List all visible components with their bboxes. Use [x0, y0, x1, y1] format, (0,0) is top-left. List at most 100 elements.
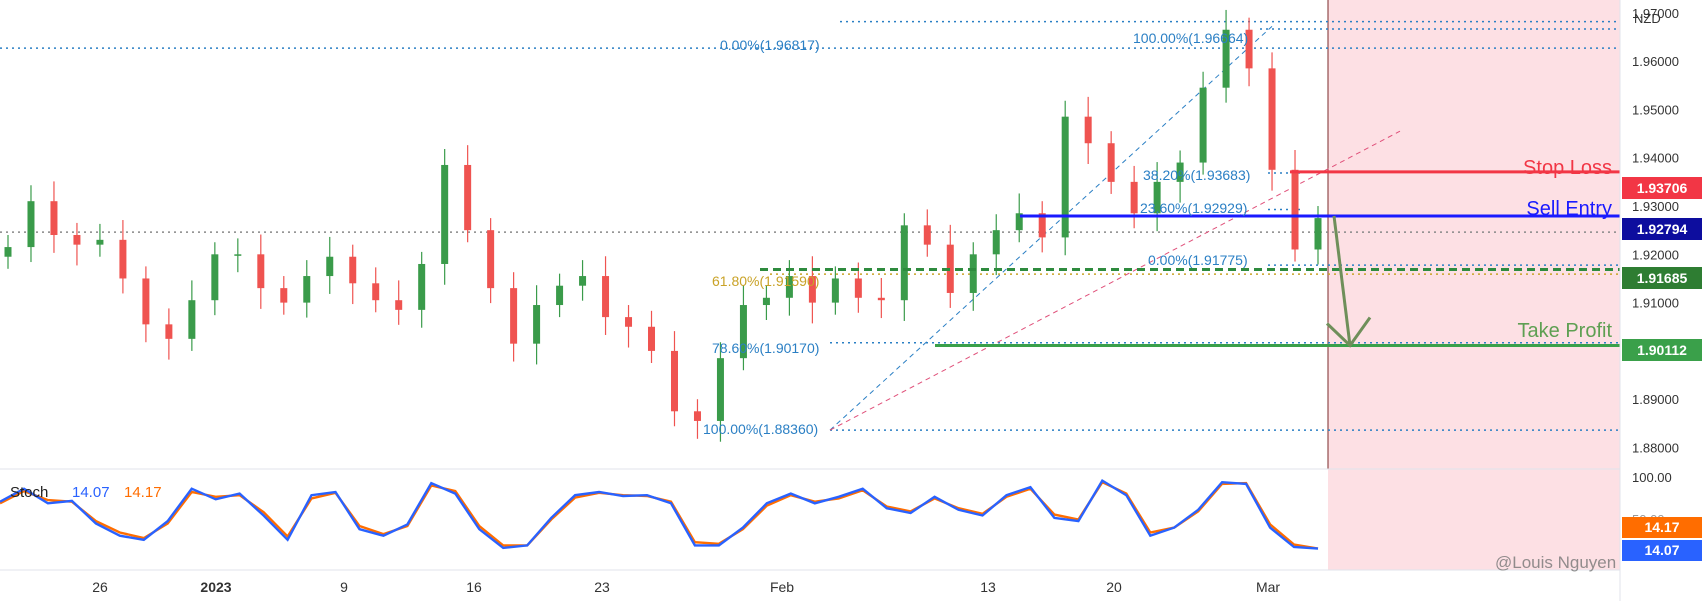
currency-label: NZD [1634, 11, 1661, 26]
candle-body [625, 317, 633, 327]
trend-line-blue [829, 25, 1273, 431]
candle-body [73, 235, 81, 245]
candle-body [556, 285, 564, 306]
stoch-k-tag: 14.07 [1622, 540, 1702, 561]
candle-body [716, 358, 724, 421]
watermark: @Louis Nguyen [1495, 553, 1616, 572]
stop-loss-price: 1.93706 [1637, 180, 1688, 196]
price-tick: 1.93000 [1632, 199, 1679, 214]
candle-body [1130, 181, 1138, 214]
stoch-label: Stoch [10, 484, 48, 501]
date-axis[interactable]: 26 2023 9 16 23 Feb 13 20 Mar [92, 579, 1280, 595]
candle-body [1107, 143, 1115, 182]
candle-body [418, 263, 426, 310]
candle-body [464, 164, 472, 231]
fib-0-top-label: 0.00%(1.96817) [720, 37, 820, 53]
candle-body [142, 278, 150, 325]
stoch-axis-100: 100.00 [1632, 470, 1672, 485]
date-label: 2023 [200, 579, 231, 595]
stoch-k-line [0, 478, 1319, 550]
candle-body [211, 254, 219, 301]
candle-body [1268, 68, 1276, 170]
candle-body [510, 288, 518, 344]
candle-body [831, 278, 839, 303]
sell-entry-label: Sell Entry [1526, 198, 1612, 220]
candle-body [579, 276, 587, 286]
date-label: 26 [92, 579, 108, 595]
candle-body [785, 276, 793, 298]
sell-entry-price: 1.92794 [1637, 221, 1688, 237]
date-label: Feb [770, 579, 794, 595]
take-profit-tag: 1.90112 [1622, 339, 1702, 361]
take-profit-price: 1.90112 [1637, 342, 1687, 358]
candle-body [27, 201, 35, 248]
arrow-head [1325, 316, 1372, 348]
date-label: 23 [594, 579, 610, 595]
candle-body [1222, 29, 1230, 88]
fib-0-mid-label: 0.00%(1.91775) [1148, 252, 1248, 268]
candle-body [326, 256, 334, 277]
projection-arrow [1325, 215, 1372, 348]
candles [4, 9, 1322, 442]
candle-body [693, 411, 701, 421]
candle-body [1176, 162, 1184, 182]
candle-body [395, 300, 403, 310]
price-tick: 1.95000 [1632, 102, 1679, 117]
candle-body [1245, 29, 1253, 69]
projection-zone [1328, 0, 1620, 570]
take-profit-label: Take Profit [1518, 320, 1613, 342]
candle-body [4, 247, 12, 257]
fib-100-bot-label: 100.00%(1.88360) [703, 421, 818, 437]
candle-body [1291, 169, 1299, 250]
candle-body [1015, 213, 1023, 231]
stop-loss-tag: 1.93706 [1622, 177, 1702, 199]
price-tick: 1.89000 [1632, 392, 1679, 407]
stoch-k-value: 14.07 [72, 484, 110, 501]
candle-body [946, 244, 954, 293]
fib-236-label: 23.60%(1.92929) [1140, 200, 1247, 216]
candle-body [739, 305, 747, 359]
stop-loss-label: Stop Loss [1523, 157, 1612, 179]
candle-body [303, 276, 311, 303]
fibonacci-lines [0, 20, 1620, 431]
price-tick: 1.96000 [1632, 54, 1679, 69]
candle-body [670, 350, 678, 412]
stoch-d-tag: 14.17 [1622, 517, 1702, 538]
date-label: 16 [466, 579, 482, 595]
candle-body [533, 305, 541, 344]
stoch-lines [0, 478, 1319, 550]
date-label: 20 [1106, 579, 1122, 595]
price-tick: 1.91000 [1632, 296, 1679, 311]
candle-body [1084, 116, 1092, 144]
candle-body [96, 239, 104, 245]
candle-body [165, 324, 173, 339]
support-price: 1.91685 [1637, 270, 1688, 286]
fib-100-top-label: 100.00%(1.96664) [1133, 30, 1248, 46]
candle-body [648, 326, 656, 351]
candle-body [280, 288, 288, 303]
price-tick: 1.92000 [1632, 247, 1679, 262]
stoch-d-tag-value: 14.17 [1644, 519, 1679, 535]
candle-body [1038, 213, 1046, 238]
level-lines [760, 170, 1620, 348]
trend-lines [829, 25, 1401, 431]
price-tick: 1.97000 [1632, 6, 1679, 21]
candle-body [808, 276, 816, 303]
candle-body [372, 283, 380, 301]
stoch-k-tag-value: 14.07 [1644, 542, 1679, 558]
candle-body [992, 230, 1000, 255]
fib-382-label: 38.20%(1.93683) [1143, 167, 1250, 183]
date-label: 13 [980, 579, 996, 595]
candle-body [50, 201, 58, 235]
trend-line-pink [829, 130, 1401, 431]
candle-body [257, 254, 265, 289]
arrow-shaft [1332, 215, 1352, 346]
candle-body [969, 254, 977, 293]
price-tick: 1.88000 [1632, 441, 1679, 456]
fib-786-label: 78.60%(1.90170) [712, 340, 819, 356]
sell-entry-tag: 1.92794 [1622, 218, 1702, 240]
candle-body [762, 297, 770, 306]
candle-body [188, 300, 196, 339]
candle-body [119, 239, 127, 279]
